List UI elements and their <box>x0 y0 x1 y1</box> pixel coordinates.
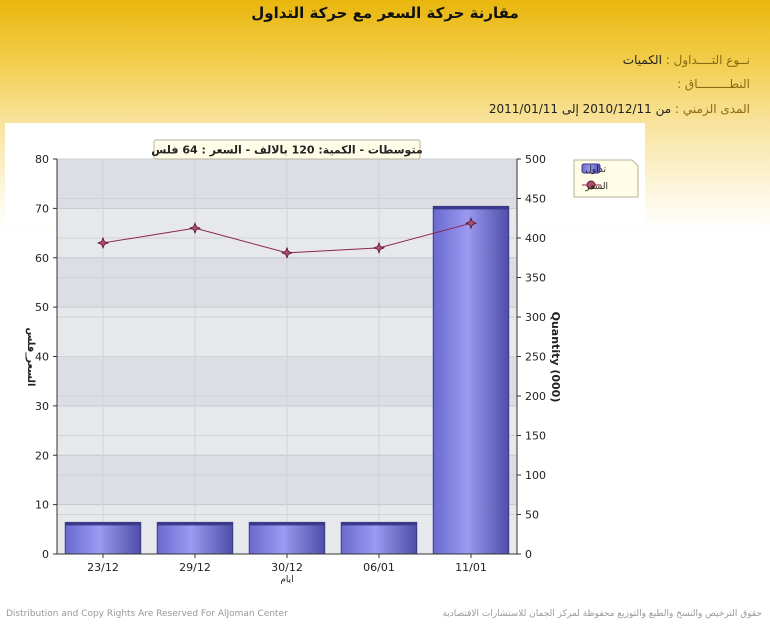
trade-type-value: الكميات <box>622 53 662 67</box>
y-left-tick-label: 50 <box>35 301 49 314</box>
axes: 0 10 20 30 40 50 60 70 80 0 50 100 150 200 250 300 350 40… <box>35 153 546 574</box>
period-value: من 2010/12/11 إلى 2011/01/11 <box>488 102 672 116</box>
bars <box>64 205 510 555</box>
y-right-tick-label: 200 <box>525 390 546 403</box>
footer-copyright-ar: حقوق الترخيص والنسخ والطبع والتوزيع محفو… <box>442 609 762 619</box>
scope-row: النطـــــــــاق : <box>677 77 750 91</box>
volume-bar <box>432 205 510 555</box>
scope-label: النطـــــــــاق : <box>677 77 750 91</box>
page-title: مقارنة حركة السعر مع حركة التداول <box>251 4 519 22</box>
x-tick-label: 06/01 <box>363 561 395 574</box>
volume-bar-cap <box>249 522 325 526</box>
price-marker <box>280 246 294 259</box>
price-marker <box>464 217 478 230</box>
legend-line-marker <box>586 180 596 190</box>
volume-bar-cap <box>65 522 141 526</box>
legend: تداول السعر <box>573 159 639 198</box>
chart-subtitle: متوسطات - الكمية: 120 بالالف - السعر : 6… <box>151 144 423 157</box>
y-left-tick-label: 30 <box>35 400 49 413</box>
price-marker <box>188 222 202 235</box>
volume-bar-cap <box>433 206 509 210</box>
y-right-tick-label: 500 <box>525 153 546 166</box>
volume-bar <box>64 521 142 555</box>
legend-line-label: السعر <box>584 182 608 192</box>
price-line-layer <box>96 217 478 259</box>
y-right-tick-label: 450 <box>525 193 546 206</box>
y-right-tick-label: 250 <box>525 351 546 364</box>
y-right-axis-label: Quantity (000) <box>549 312 562 403</box>
y-left-tick-label: 20 <box>35 449 49 462</box>
y-left-tick-label: 10 <box>35 499 49 512</box>
x-tick-label: 23/12 <box>87 561 119 574</box>
volume-bar <box>248 521 326 555</box>
volume-bar-cap <box>157 522 233 526</box>
x-axis-label: ايام <box>280 575 293 585</box>
volume-bar <box>340 521 418 555</box>
y-left-tick-label: 60 <box>35 252 49 265</box>
price-marker <box>372 241 386 254</box>
x-tick-label: 29/12 <box>179 561 211 574</box>
y-right-tick-label: 350 <box>525 272 546 285</box>
legend-bar-label: تداول <box>585 165 606 175</box>
price-marker <box>96 236 110 250</box>
footer-copyright-en: Distribution and Copy Rights Are Reserve… <box>6 609 288 619</box>
y-left-tick-label: 80 <box>35 153 49 166</box>
subtitle-box: متوسطات - الكمية: 120 بالالف - السعر : 6… <box>151 139 423 160</box>
x-tick-label: 11/01 <box>455 561 487 574</box>
trade-type-row: نــوع التــــداول : الكميات <box>623 53 750 67</box>
y-left-tick-label: 40 <box>35 351 49 364</box>
y-right-tick-label: 100 <box>525 469 546 482</box>
y-right-tick-label: 0 <box>525 548 532 561</box>
y-left-tick-label: 70 <box>35 202 49 215</box>
y-right-tick-label: 150 <box>525 430 546 443</box>
period-label: المدى الزمني : <box>675 102 750 116</box>
period-row: المدى الزمني : من 2010/12/11 إلى 2011/01… <box>489 102 750 116</box>
trade-type-label: نــوع التــــداول : <box>665 53 750 67</box>
y-left-axis-label: السعر_فلس <box>25 328 36 387</box>
y-right-tick-label: 400 <box>525 232 546 245</box>
y-left-tick-label: 0 <box>42 548 49 561</box>
legend-bar-swatch <box>581 163 601 174</box>
volume-bar-cap <box>341 522 417 526</box>
y-right-tick-label: 50 <box>525 509 539 522</box>
volume-bar <box>156 521 234 555</box>
y-right-tick-label: 300 <box>525 311 546 324</box>
x-tick-label: 30/12 <box>271 561 303 574</box>
